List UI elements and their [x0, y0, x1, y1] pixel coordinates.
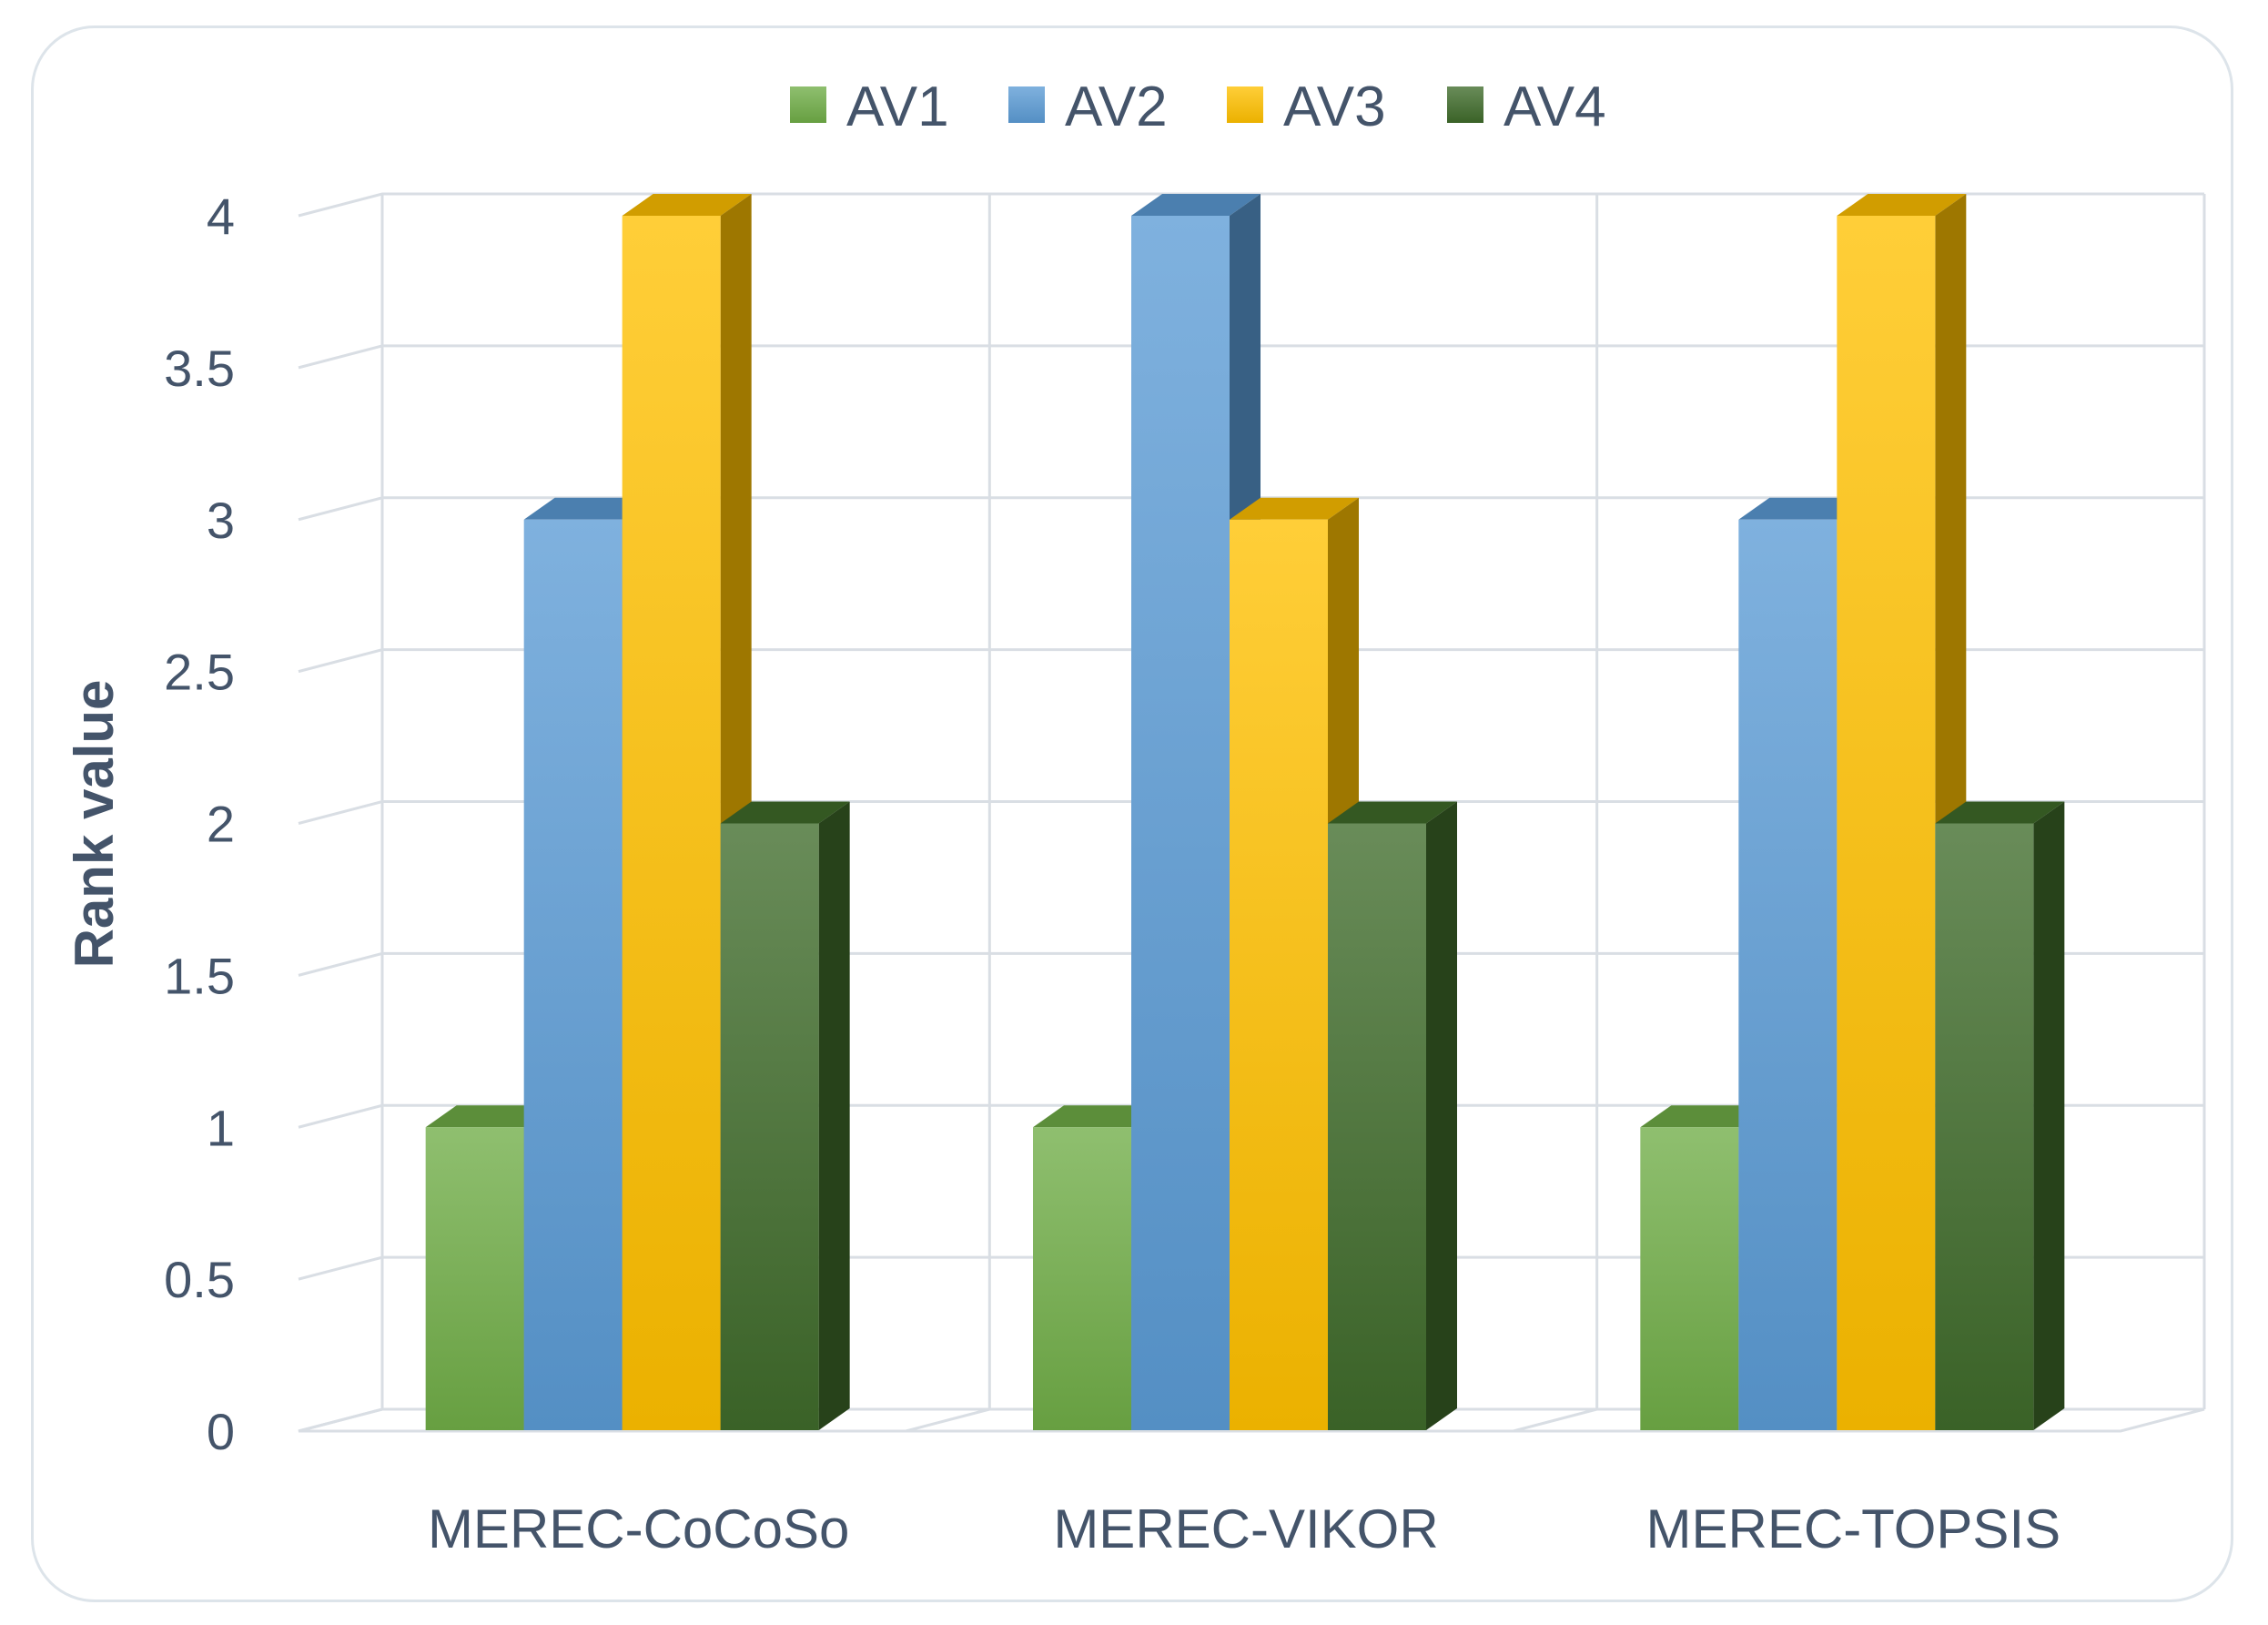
bar-av4-1 [1328, 801, 1457, 1430]
floor-divider [905, 1407, 990, 1433]
legend-item-av1: AV1 [790, 76, 949, 138]
y-tick-label: 4 [207, 188, 235, 245]
y-tick-label: 3.5 [164, 340, 235, 397]
y-axis-ticks: 0 0.5 1 1.5 2 2.5 3 3.5 4 [164, 188, 235, 1460]
legend-swatch [790, 86, 826, 123]
gridline [298, 1407, 2204, 1433]
y-tick-label: 3 [207, 492, 235, 549]
gridline [298, 1255, 2204, 1281]
bar-av4-0 [720, 801, 850, 1430]
legend-item-av2: AV2 [1008, 76, 1168, 138]
y-tick-label: 2.5 [164, 644, 235, 701]
floor-divider [1513, 1407, 1598, 1433]
legend-swatch [1447, 86, 1483, 123]
legend-swatch [1008, 86, 1045, 123]
x-category-label: MEREC-VIKOR [1053, 1498, 1438, 1559]
gridline [298, 800, 2204, 825]
y-tick-label: 0 [207, 1403, 235, 1460]
legend-swatch [1227, 86, 1263, 123]
gridlines [298, 192, 2204, 1433]
x-category-label: MEREC-CoCoSo [428, 1498, 849, 1559]
gridline [298, 951, 2204, 977]
legend-item-av4: AV4 [1447, 76, 1606, 138]
gridline [298, 648, 2204, 674]
y-axis-title: Rank value [64, 680, 125, 969]
y-tick-label: 1.5 [164, 947, 235, 1004]
gridline [298, 192, 2204, 218]
x-axis-labels: MEREC-CoCoSo MEREC-VIKOR MEREC-TOPSIS [428, 1498, 2060, 1559]
legend-label: AV1 [846, 76, 949, 138]
gridline [298, 1103, 2204, 1129]
y-tick-label: 1 [207, 1099, 235, 1156]
legend-label: AV2 [1065, 76, 1168, 138]
legend: AV1 AV2 AV3 AV4 [790, 76, 1606, 138]
y-tick-label: 2 [207, 796, 235, 853]
bars [425, 194, 2065, 1430]
legend-label: AV3 [1283, 76, 1386, 138]
bar-av4-2 [1935, 801, 2065, 1430]
legend-item-av3: AV3 [1227, 76, 1386, 138]
y-tick-label: 0.5 [164, 1251, 235, 1308]
gridline [298, 344, 2204, 370]
gridline [298, 496, 2204, 522]
x-category-label: MEREC-TOPSIS [1646, 1498, 2061, 1559]
legend-label: AV4 [1504, 76, 1606, 138]
